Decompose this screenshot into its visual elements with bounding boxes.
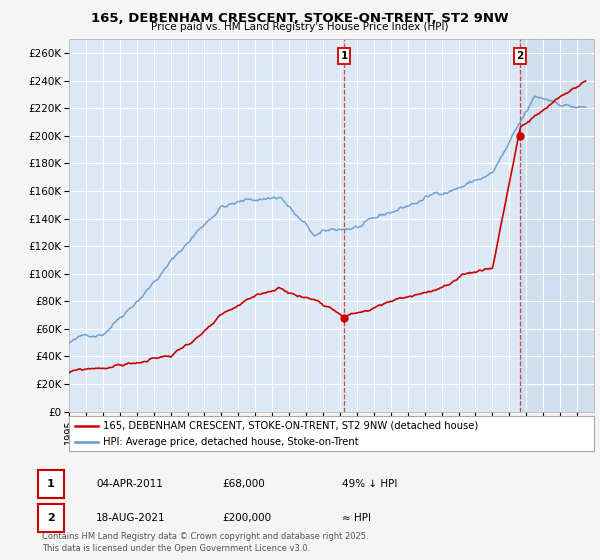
Text: 165, DEBENHAM CRESCENT, STOKE-ON-TRENT, ST2 9NW (detached house): 165, DEBENHAM CRESCENT, STOKE-ON-TRENT, … (103, 421, 478, 431)
Text: £200,000: £200,000 (222, 513, 271, 523)
Text: Contains HM Land Registry data © Crown copyright and database right 2025.
This d: Contains HM Land Registry data © Crown c… (42, 533, 368, 553)
Text: 18-AUG-2021: 18-AUG-2021 (96, 513, 166, 523)
Text: 04-APR-2011: 04-APR-2011 (96, 479, 163, 489)
Text: Price paid vs. HM Land Registry's House Price Index (HPI): Price paid vs. HM Land Registry's House … (151, 22, 449, 32)
Text: 2: 2 (47, 513, 55, 523)
Text: £68,000: £68,000 (222, 479, 265, 489)
Bar (520, 39, 594, 412)
Text: 2: 2 (516, 51, 523, 61)
Text: 1: 1 (341, 51, 348, 61)
Text: HPI: Average price, detached house, Stoke-on-Trent: HPI: Average price, detached house, Stok… (103, 437, 359, 447)
Text: 1: 1 (47, 479, 55, 489)
Text: ≈ HPI: ≈ HPI (342, 513, 371, 523)
Text: 49% ↓ HPI: 49% ↓ HPI (342, 479, 397, 489)
Text: 165, DEBENHAM CRESCENT, STOKE-ON-TRENT, ST2 9NW: 165, DEBENHAM CRESCENT, STOKE-ON-TRENT, … (91, 12, 509, 25)
